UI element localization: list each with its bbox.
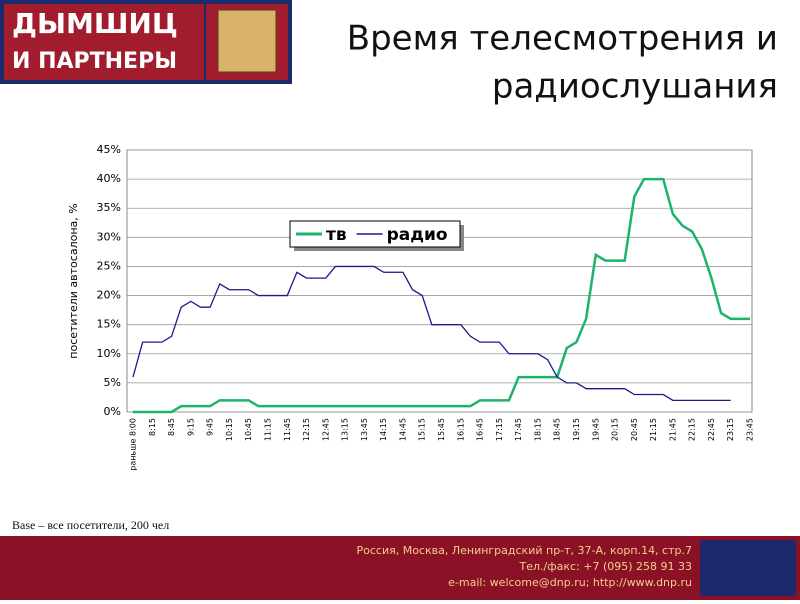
x-tick-label: 19:45 [591,418,600,441]
legend-label: тв [326,225,347,245]
x-tick-label: 11:15 [263,418,272,441]
x-tick-label: 15:45 [437,418,446,441]
x-tick-label: 8:45 [167,418,176,436]
y-tick-label: 45% [97,143,121,156]
legend-label: радио [387,225,448,245]
logo-text: ДЫМШИЦ [12,7,178,40]
logo-text: И ПАРТНЕРЫ [12,49,177,74]
x-tick-label: 14:45 [398,418,407,441]
x-tick-label: 9:45 [206,418,215,436]
x-tick-label: 22:15 [688,418,697,441]
y-tick-label: 10% [97,347,121,360]
x-tick-label: 20:15 [611,418,620,441]
y-tick-label: 25% [97,259,121,272]
x-tick-label: 18:45 [553,418,562,441]
note: Base – все посетители, 200 чел [12,518,169,532]
x-tick-label: 13:45 [360,418,369,441]
x-tick-label: 11:45 [283,418,292,441]
x-tick-label: 22:45 [707,418,716,441]
x-tick-label: раньше 8:00 [129,418,138,471]
footer-text: Тел./факс: +7 (095) 258 91 33 [518,560,692,573]
x-tick-label: 10:45 [244,418,253,441]
x-tick-label: 18:15 [533,418,542,441]
footer-logo [700,540,796,596]
x-tick-label: 17:45 [514,418,523,441]
x-tick-label: 15:15 [418,418,427,441]
footer-text: e-mail: welcome@dnp.ru; http://www.dnp.r… [448,576,692,589]
x-tick-label: 9:15 [186,418,195,436]
x-tick-label: 17:15 [495,418,504,441]
series-line [132,265,731,402]
x-tick-label: 16:45 [476,418,485,441]
x-tick-label: 12:45 [321,418,330,441]
x-tick-label: 14:15 [379,418,388,441]
x-tick-label: 10:15 [225,418,234,441]
y-tick-label: 20% [97,289,121,302]
slide-title: радиослушания [492,67,778,107]
x-tick-label: 16:15 [456,418,465,441]
logo-icon [217,9,277,73]
y-tick-label: 30% [97,230,121,243]
y-tick-label: 15% [97,318,121,331]
logo-bg [4,4,204,80]
footer-text: Россия, Москва, Ленинградский пр-т, 37-А… [356,544,692,557]
slide-title: Время телесмотрения и [347,19,778,59]
x-tick-label: 19:15 [572,418,581,441]
y-tick-label: 35% [97,201,121,214]
x-tick-label: 23:15 [726,418,735,441]
x-tick-label: 21:15 [649,418,658,441]
y-tick-label: 40% [97,172,121,185]
x-tick-label: 13:15 [341,418,350,441]
x-tick-label: 20:45 [630,418,639,441]
y-tick-label: 0% [104,405,121,418]
x-tick-label: 8:15 [148,418,157,436]
x-tick-label: 12:15 [302,418,311,441]
footer-bar [0,536,800,600]
y-tick-label: 5% [104,376,121,389]
plot-area [126,149,753,413]
y-axis-label: посетители автосалона, % [67,203,80,358]
series-line [133,177,750,414]
x-tick-label: 21:45 [668,418,677,441]
x-tick-label: 23:45 [746,418,755,441]
